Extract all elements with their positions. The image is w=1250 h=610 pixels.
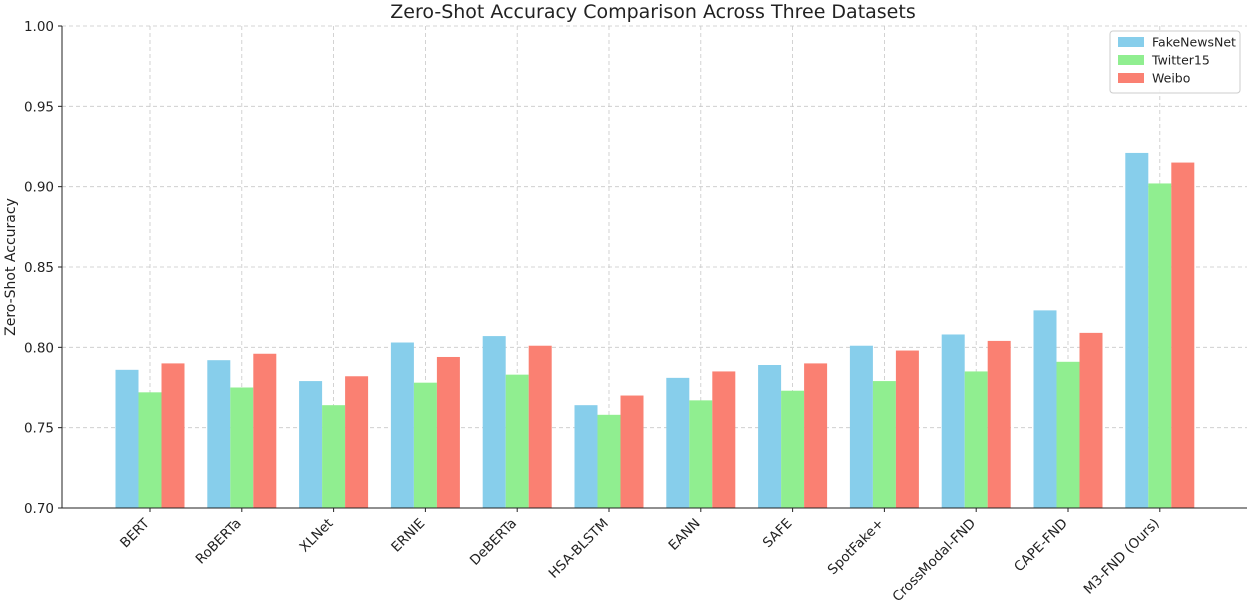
- x-tick-label: CAPE-FND: [1011, 516, 1071, 576]
- y-tick-label: 0.95: [24, 99, 54, 115]
- y-tick-label: 0.75: [24, 421, 54, 437]
- bar-twitter15-10: [1056, 361, 1080, 508]
- y-tick-label: 0.90: [24, 180, 54, 196]
- legend: FakeNewsNet Twitter15 Weibo: [1109, 30, 1241, 94]
- legend-swatch-twitter15: [1118, 55, 1144, 65]
- legend-label-fakenewsnet: FakeNewsNet: [1152, 35, 1236, 50]
- bar-fakenewsnet-7: [758, 365, 782, 508]
- y-axis-label: Zero-Shot Accuracy: [3, 198, 19, 336]
- x-tick-label: ERNIE: [388, 516, 428, 556]
- bar-fakenewsnet-10: [1033, 310, 1057, 508]
- y-tick-label: 0.85: [24, 260, 54, 276]
- x-tick-label: SAFE: [760, 516, 796, 552]
- bar-weibo-2: [345, 376, 369, 508]
- legend-swatch-weibo: [1118, 73, 1144, 83]
- x-tick-labels: BERT RoBERTa XLNet ERNIE DeBERTa HSA-BLSTM EAN…: [117, 508, 1163, 606]
- bar-weibo-5: [620, 395, 644, 508]
- bar-twitter15-2: [322, 405, 346, 508]
- bar-twitter15-3: [413, 382, 437, 508]
- bar-twitter15-1: [230, 387, 254, 508]
- bar-twitter15-7: [781, 390, 805, 508]
- bar-weibo-10: [1079, 332, 1103, 508]
- bar-fakenewsnet-9: [941, 334, 965, 508]
- legend-label-weibo: Weibo: [1152, 71, 1190, 86]
- bar-fakenewsnet-0: [115, 369, 139, 508]
- y-tick-label: 1.00: [24, 19, 54, 35]
- bar-twitter15-5: [597, 414, 621, 508]
- bar-weibo-0: [161, 363, 185, 508]
- x-tick-label: DeBERTa: [467, 516, 520, 569]
- x-tick-label: XLNet: [296, 516, 336, 556]
- bar-weibo-9: [987, 340, 1011, 508]
- bar-weibo-3: [436, 356, 460, 508]
- x-tick-label: BERT: [117, 515, 153, 551]
- y-tick-labels: 0.70 0.75 0.80 0.85 0.90 0.95 1.00: [24, 19, 62, 517]
- bar-fakenewsnet-11: [1125, 152, 1149, 508]
- bar-weibo-6: [712, 371, 736, 508]
- x-tick-label: HSA-BLSTM: [546, 516, 612, 582]
- bar-twitter15-6: [689, 400, 713, 508]
- bar-twitter15-11: [1148, 183, 1172, 508]
- bar-weibo-4: [528, 345, 552, 508]
- bar-weibo-1: [253, 353, 277, 508]
- bar-twitter15-8: [872, 381, 896, 508]
- x-tick-label: M3-FND (Ours): [1081, 516, 1163, 598]
- bars-layer: [115, 152, 1195, 509]
- bar-twitter15-4: [505, 374, 529, 508]
- bar-fakenewsnet-3: [390, 342, 414, 508]
- legend-swatch-fakenewsnet: [1118, 37, 1144, 47]
- bar-fakenewsnet-1: [207, 360, 231, 508]
- x-tick-label: SpotFake+: [825, 516, 888, 579]
- bar-fakenewsnet-6: [666, 377, 690, 508]
- y-tick-label: 0.70: [24, 501, 54, 517]
- x-tick-label: RoBERTa: [193, 516, 245, 568]
- bar-weibo-11: [1171, 162, 1195, 509]
- bar-fakenewsnet-5: [574, 405, 598, 508]
- chart-title: Zero-Shot Accuracy Comparison Across Thr…: [390, 1, 915, 23]
- legend-label-twitter15: Twitter15: [1151, 53, 1210, 68]
- bar-fakenewsnet-4: [482, 336, 506, 508]
- bar-fakenewsnet-2: [299, 381, 323, 508]
- bar-fakenewsnet-8: [849, 345, 873, 508]
- bar-twitter15-9: [964, 371, 988, 508]
- x-tick-label: CrossModal-FND: [889, 516, 979, 606]
- bar-weibo-7: [804, 363, 828, 508]
- bar-twitter15-0: [138, 392, 162, 508]
- y-tick-label: 0.80: [24, 340, 54, 356]
- bar-weibo-8: [895, 350, 919, 508]
- x-tick-label: EANN: [665, 516, 703, 554]
